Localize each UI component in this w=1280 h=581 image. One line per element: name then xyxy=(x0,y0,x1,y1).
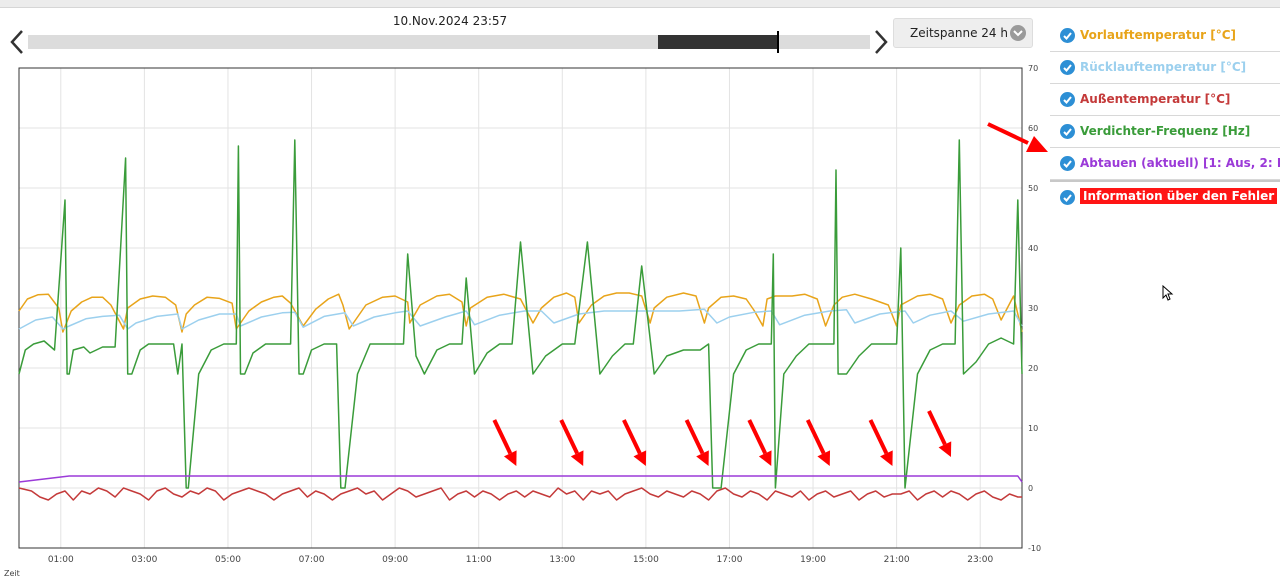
x-tick-label: 21:00 xyxy=(884,555,910,565)
x-tick-label: 07:00 xyxy=(299,555,325,565)
legend-label: Außentemperatur [°C] xyxy=(1080,92,1231,106)
time-slider[interactable] xyxy=(28,31,870,53)
x-tick-label: 13:00 xyxy=(549,555,575,565)
series-line xyxy=(18,139,1023,489)
checkmark-icon[interactable] xyxy=(1060,28,1075,43)
y-tick-label: 10 xyxy=(1028,424,1038,433)
annotation-arrow xyxy=(927,410,947,446)
annotation-arrowhead xyxy=(503,450,517,466)
x-tick-label: 01:00 xyxy=(48,555,74,565)
current-datetime: 10.Nov.2024 23:57 xyxy=(392,14,508,28)
series-line xyxy=(18,487,1022,501)
annotation-arrow xyxy=(622,419,642,455)
chevron-down-icon xyxy=(1010,25,1026,41)
slider-window[interactable] xyxy=(657,35,777,49)
y-tick-label: 20 xyxy=(1028,364,1038,373)
mouse-cursor-icon xyxy=(1162,285,1174,301)
legend-item[interactable]: Information über den Fehler xyxy=(1050,180,1280,213)
legend-label: Verdichter-Frequenz [Hz] xyxy=(1080,124,1251,138)
x-tick-label: 09:00 xyxy=(382,555,408,565)
legend-item[interactable]: Verdichter-Frequenz [Hz] xyxy=(1050,116,1280,148)
checkmark-icon[interactable] xyxy=(1060,92,1075,107)
series-line xyxy=(18,308,1023,330)
annotation-arrowhead xyxy=(938,441,952,457)
legend-label: Information über den Fehler xyxy=(1080,188,1278,204)
series-line xyxy=(18,475,1023,483)
legend-annotation-arrowhead xyxy=(1026,136,1048,152)
legend-label: Vorlauftemperatur [°C] xyxy=(1080,28,1237,42)
timespan-label: Zeitspanne 24 h xyxy=(910,26,1008,40)
top-border xyxy=(0,0,1280,8)
slider-handle[interactable] xyxy=(776,31,779,53)
x-tick-label: 05:00 xyxy=(215,555,241,565)
x-tick-label: 17:00 xyxy=(716,555,742,565)
next-period-button[interactable] xyxy=(872,28,890,56)
legend-item[interactable]: Vorlauftemperatur [°C] xyxy=(1050,20,1280,52)
x-tick-label: 23:00 xyxy=(967,555,993,565)
y-tick-label: 60 xyxy=(1028,124,1038,133)
annotation-arrow xyxy=(559,419,579,455)
legend-label: Abtauen (aktuell) [1: Aus, 2: Ein] xyxy=(1080,156,1280,170)
y-tick-label: 50 xyxy=(1028,184,1038,193)
checkmark-icon[interactable] xyxy=(1060,60,1075,75)
legend: Vorlauftemperatur [°C] Rücklauftemperatur… xyxy=(1050,20,1280,213)
annotation-arrowhead xyxy=(880,450,893,466)
checkmark-icon[interactable] xyxy=(1060,156,1075,171)
previous-period-button[interactable] xyxy=(8,28,26,56)
timespan-select[interactable]: Zeitspanne 24 h xyxy=(893,18,1033,48)
checkmark-icon[interactable] xyxy=(1060,124,1075,139)
annotation-arrow xyxy=(684,419,705,455)
annotation-arrow xyxy=(868,419,889,455)
y-tick-label: 0 xyxy=(1028,484,1033,493)
plot-border xyxy=(18,67,1023,549)
annotation-arrowhead xyxy=(633,450,647,466)
y-tick-label: -10 xyxy=(1028,544,1041,553)
annotation-arrowhead xyxy=(758,450,772,466)
y-tick-label: 30 xyxy=(1028,304,1038,313)
legend-item[interactable]: Rücklauftemperatur [°C] xyxy=(1050,52,1280,84)
annotation-arrowhead xyxy=(696,450,709,466)
checkmark-icon[interactable] xyxy=(1060,190,1075,205)
annotation-arrowhead xyxy=(817,450,831,466)
annotation-arrow xyxy=(805,419,826,455)
line-chart: 70 60 50 40 30 20 10 0 -10 01:00 03:00 05:00 07:00 09… xyxy=(4,64,1048,578)
chevron-right-icon xyxy=(875,30,888,54)
y-tick-label: 70 xyxy=(1028,64,1038,73)
x-tick-label: 11:00 xyxy=(466,555,492,565)
x-tick-label: 15:00 xyxy=(633,555,659,565)
chevron-left-icon xyxy=(10,30,23,54)
y-tick-label: 40 xyxy=(1028,244,1038,253)
annotation-arrowhead xyxy=(570,450,584,466)
legend-item[interactable]: Abtauen (aktuell) [1: Aus, 2: Ein] xyxy=(1050,148,1280,180)
series-line xyxy=(18,292,1023,333)
annotation-arrow xyxy=(492,419,513,455)
annotation-arrow xyxy=(747,419,768,455)
x-axis-label: Zeit xyxy=(4,569,20,578)
legend-item[interactable]: Außentemperatur [°C] xyxy=(1050,84,1280,116)
legend-label: Rücklauftemperatur [°C] xyxy=(1080,60,1247,74)
x-tick-label: 03:00 xyxy=(131,555,157,565)
x-tick-label: 19:00 xyxy=(800,555,826,565)
legend-annotation-arrow xyxy=(987,122,1029,145)
